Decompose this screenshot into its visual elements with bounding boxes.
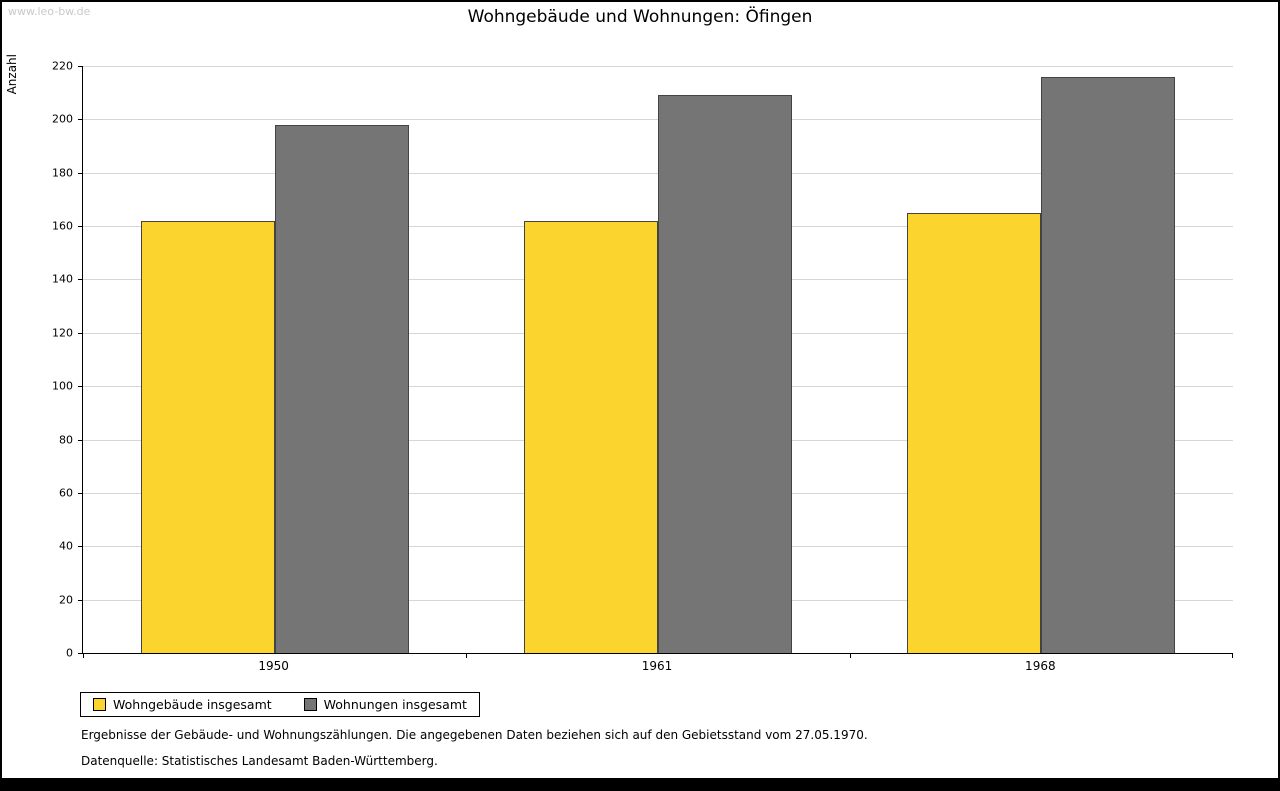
bar-1961-series1: [658, 95, 792, 653]
y-tick-label: 180: [52, 166, 73, 180]
x-tick-label: 1961: [641, 659, 673, 673]
y-tick-mark: [78, 279, 82, 281]
gridline: [83, 66, 1233, 67]
y-tick-label: 20: [59, 593, 73, 607]
bottom-border-band: [2, 778, 1278, 789]
x-tick-mark: [466, 654, 468, 658]
y-tick-label: 120: [52, 326, 73, 340]
y-tick-mark: [78, 653, 82, 654]
legend-swatch-wohngebaeude: [93, 698, 106, 711]
x-axis-labels: 1950 1961 1968: [82, 659, 1232, 677]
y-tick-mark: [78, 386, 82, 388]
y-axis-labels: 0 20 40 60 80 100 120 140 160 180 200 220: [2, 60, 82, 660]
y-tick-label: 220: [52, 59, 73, 73]
chart-title: Wohngebäude und Wohnungen: Öfingen: [467, 7, 813, 27]
y-tick-label: 140: [52, 272, 73, 286]
y-tick-mark: [78, 599, 82, 601]
y-tick-label: 100: [52, 379, 73, 393]
legend-swatch-wohnungen: [303, 698, 317, 711]
legend-label-wohnungen: Wohnungen insgesamt: [323, 697, 467, 712]
y-tick-mark: [78, 172, 82, 174]
y-tick-label: 80: [59, 433, 73, 447]
legend-item-wohngebaeude: Wohngebäude insgesamt: [93, 697, 272, 712]
x-tick-label: 1968: [1025, 659, 1056, 673]
footnote-source-note: Ergebnisse der Gebäude- und Wohnungszähl…: [81, 728, 868, 742]
y-tick-mark: [78, 492, 82, 494]
footnote-data-source: Datenquelle: Statistisches Landesamt Bad…: [81, 754, 438, 768]
bar-1968-series1: [1041, 76, 1176, 653]
legend-label-wohngebaeude: Wohngebäude insgesamt: [113, 697, 272, 712]
x-tick-mark: [849, 654, 851, 658]
y-tick-mark: [78, 546, 82, 548]
y-tick-mark: [78, 226, 82, 228]
y-tick-mark: [78, 66, 82, 67]
y-tick-mark: [78, 332, 82, 334]
legend-item-wohnungen: Wohnungen insgesamt: [303, 697, 467, 712]
bar-1968-series0: [907, 212, 1042, 653]
x-tick-mark: [83, 654, 84, 658]
bar-1961-series0: [524, 220, 658, 653]
y-tick-mark: [78, 119, 82, 121]
y-tick-label: 40: [59, 539, 73, 553]
watermark-text: www.leo-bw.de: [8, 5, 91, 18]
bar-1950-series1: [274, 124, 409, 653]
y-tick-label: 200: [52, 112, 73, 126]
x-tick-label: 1950: [258, 659, 289, 673]
plot-area: [78, 66, 1233, 658]
y-tick-label: 60: [59, 486, 73, 500]
x-tick-mark: [1232, 654, 1233, 658]
y-tick-label: 0: [66, 646, 73, 660]
legend: Wohngebäude insgesamt Wohnungen insgesam…: [80, 692, 480, 717]
y-tick-label: 160: [52, 219, 73, 233]
bar-1950-series0: [140, 220, 275, 653]
y-tick-mark: [78, 439, 82, 441]
